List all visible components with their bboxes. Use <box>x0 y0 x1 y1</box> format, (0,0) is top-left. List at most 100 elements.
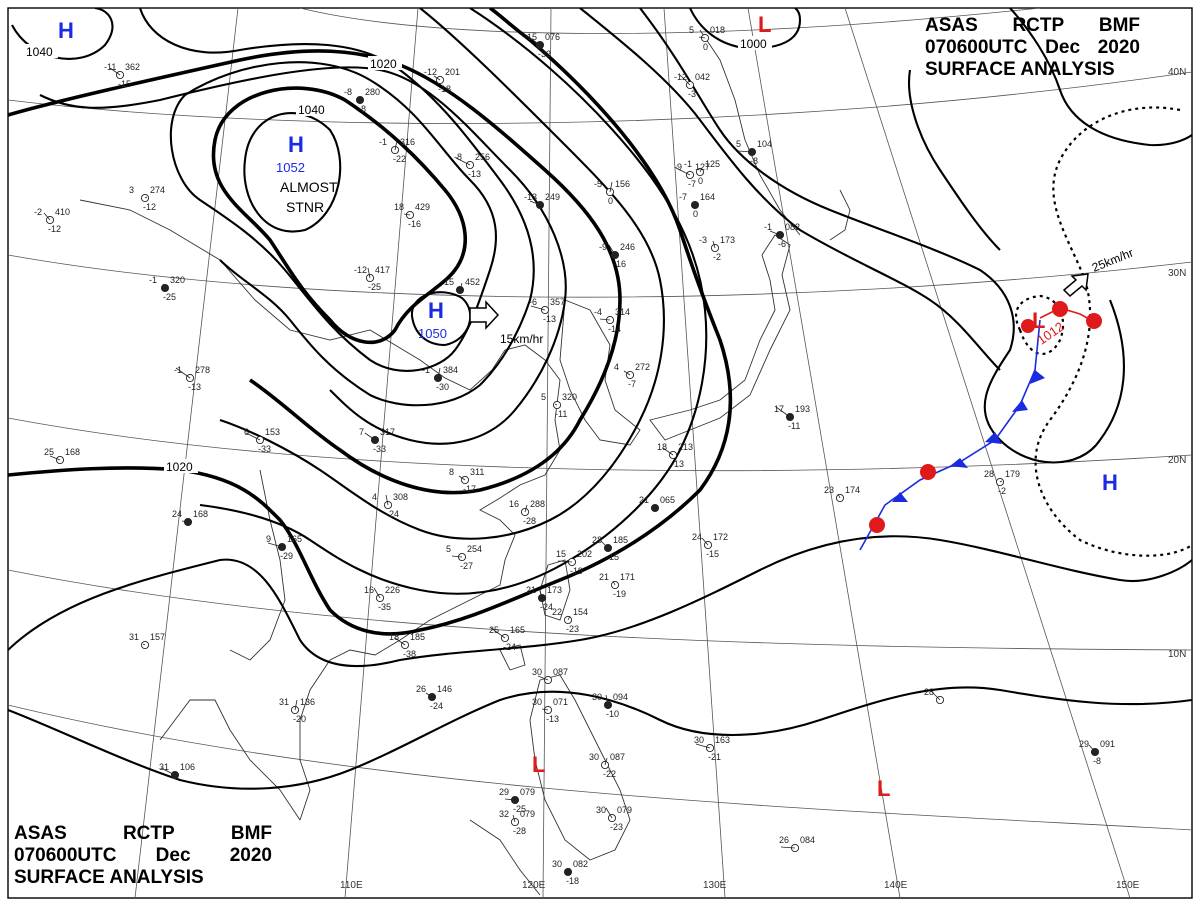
latitude-label: 30N <box>1168 268 1186 279</box>
wind-barb-icon <box>142 643 146 646</box>
station-pressure: 168 <box>65 447 80 457</box>
valid-time: 070600UTC <box>925 37 1028 58</box>
wind-barb-icon <box>557 560 573 563</box>
station-plot: 15 452 <box>444 277 480 295</box>
longitude-label: 140E <box>884 880 908 891</box>
isobar-1028 <box>219 8 665 540</box>
wind-barb-icon <box>609 181 613 193</box>
station-plot: -6 357 -13 <box>529 297 565 324</box>
valid-time: 070600UTC <box>14 845 117 866</box>
wind-barb-icon <box>451 555 463 558</box>
station-pressure: 084 <box>800 835 815 845</box>
isobar-1024 <box>199 8 708 595</box>
station-temperature: 25 <box>44 447 54 457</box>
station-pressure: 042 <box>695 72 710 82</box>
wind-barb-icon <box>541 708 549 711</box>
station-temperature: -1 <box>379 137 387 147</box>
station-dewpoint: -12 <box>143 202 156 212</box>
wind-barb-icon <box>490 627 506 639</box>
station-dewpoint: 0 <box>703 42 708 52</box>
station-temperature: 7 <box>359 427 364 437</box>
station-pressure: 316 <box>400 137 415 147</box>
station-temperature: -3 <box>699 235 707 245</box>
station-plot: -1 316 -22 <box>379 137 415 164</box>
station-pressure: 163 <box>715 735 730 745</box>
isobar-dashed-east <box>1034 106 1192 557</box>
station-temperature: -8 <box>454 152 462 162</box>
station-plot: -1 320 -25 <box>149 275 185 302</box>
fronts <box>859 301 1102 551</box>
station-pressure: 104 <box>757 139 772 149</box>
station-temperature: -1 <box>149 275 157 285</box>
wind-barb-icon <box>394 637 406 646</box>
station-temperature: 28 <box>924 687 934 697</box>
wind-barb-icon <box>403 213 411 216</box>
station-plot: 30 094 -10 <box>592 692 628 719</box>
station-dewpoint: -33 <box>373 444 386 454</box>
station-temperature: -9 <box>599 242 607 252</box>
station-plot: -15 076 -32 <box>524 32 560 59</box>
station-dewpoint: -18 <box>566 876 579 886</box>
station-pressure: 091 <box>1100 739 1115 749</box>
parallel-40n <box>8 71 1192 124</box>
station-temperature: 5 <box>736 139 741 149</box>
station-plot: -1 384 -30 <box>422 365 458 392</box>
station-dewpoint: -15 <box>706 549 719 559</box>
warm-front-semicircle-3 <box>1021 319 1035 333</box>
wind-barb-icon <box>769 230 781 236</box>
japan-coastline <box>649 234 791 441</box>
station-pressure: 256 <box>475 152 490 162</box>
station-plot: 29 079 -25 <box>499 787 535 814</box>
high-pressure-marker: H <box>288 132 304 157</box>
station-temperature: -4 <box>594 307 602 317</box>
station-pressure: 154 <box>573 607 588 617</box>
station-temperature: 4 <box>614 362 619 372</box>
station-temperature: -2 <box>34 207 42 217</box>
station-plot: 16 226 -35 <box>364 585 400 612</box>
wind-barb-icon <box>775 406 791 418</box>
station-pressure: 079 <box>520 809 535 819</box>
wind-barb-icon <box>459 282 463 291</box>
station-temperature: 31 <box>159 762 169 772</box>
parallel-50n <box>299 8 1041 34</box>
station-dewpoint: -23 <box>566 624 579 634</box>
station-temperature: -1 <box>764 222 772 232</box>
parallel-20n <box>8 417 1192 472</box>
station-pressure: 384 <box>443 365 458 375</box>
station-dewpoint: -7 <box>688 179 696 189</box>
wind-barb-icon <box>605 807 613 819</box>
station-plot: -12 201 -18 <box>424 67 460 94</box>
station-temperature: -5 <box>594 179 602 189</box>
station-dewpoint: -8 <box>1093 756 1101 766</box>
korea-coastline <box>559 299 641 446</box>
isobar-1016-north <box>579 8 1001 371</box>
station-temperature: 4 <box>372 492 377 502</box>
station-pressure: 202 <box>577 549 592 559</box>
station-temperature: -11 <box>104 62 116 72</box>
station-temperature: 16 <box>509 499 519 509</box>
wind-barb-icon <box>43 212 51 221</box>
borneo-coastline <box>469 819 541 896</box>
station-temperature: -7 <box>679 192 687 202</box>
station-plot: 30 163 -21 <box>694 735 730 762</box>
wind-barb-icon <box>394 139 398 151</box>
station-dewpoint: -18 <box>438 84 451 94</box>
station-plot: -4 314 -14 <box>594 307 630 334</box>
station-dewpoint: -38 <box>403 649 416 659</box>
meridian-100e <box>134 8 239 898</box>
station-dewpoint: -19 <box>570 566 583 576</box>
wind-barb-icon <box>437 367 441 379</box>
station-plot: 21 173 -24 <box>526 585 562 612</box>
station-plot: 26 084 <box>779 835 815 853</box>
low-pressure-marker: L <box>532 752 545 777</box>
station-dewpoint: -22 <box>393 154 406 164</box>
station-temperature: 28 <box>984 469 994 479</box>
wind-barb-icon <box>294 699 298 711</box>
station-pressure: 172 <box>713 532 728 542</box>
station-pressure: 174 <box>845 485 860 495</box>
cold-front-tri-5 <box>892 492 908 502</box>
cold-front-tri-2 <box>1012 400 1028 412</box>
station-dewpoint: -2 <box>998 486 1006 496</box>
station-temperature: -12 <box>354 265 367 275</box>
